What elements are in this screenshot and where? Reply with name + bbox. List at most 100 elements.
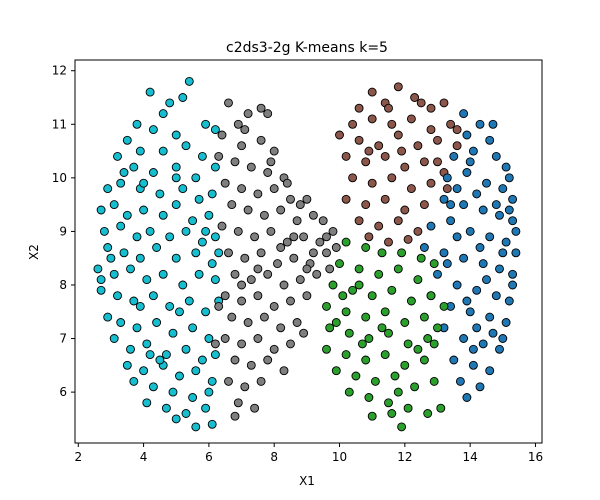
data-point-cluster-4-45 (449, 355, 459, 365)
y-tick-label: 10 (52, 171, 67, 185)
data-point-cluster-2-5 (217, 130, 227, 140)
data-point-cluster-3-45 (433, 157, 442, 167)
data-point-cluster-4-19 (426, 221, 436, 231)
x-tick-label: 10 (332, 450, 347, 464)
data-point-cluster-1-75 (109, 334, 119, 343)
data-point-cluster-1-40 (145, 226, 155, 236)
data-point-cluster-3-3 (410, 93, 420, 102)
data-point-cluster-4-66 (462, 296, 472, 306)
data-point-cluster-4-22 (485, 232, 495, 242)
data-point-cluster-3-48 (416, 98, 426, 108)
data-point-cluster-2-51 (302, 291, 312, 301)
data-point-cluster-5-50 (436, 403, 446, 413)
data-point-cluster-2-63 (246, 360, 256, 370)
data-point-cluster-1-14 (181, 141, 191, 151)
data-point-cluster-1-105 (201, 226, 211, 236)
data-point-cluster-3-36 (400, 205, 410, 215)
data-point-cluster-1-76 (126, 344, 135, 354)
data-point-cluster-5-4 (335, 259, 344, 269)
data-point-cluster-1-46 (119, 248, 129, 258)
data-point-cluster-1-12 (135, 146, 145, 156)
data-point-cluster-2-28 (266, 226, 276, 236)
points-layer (93, 76, 521, 432)
data-point-cluster-1-27 (194, 194, 204, 204)
data-point-cluster-2-30 (299, 232, 309, 242)
data-point-cluster-2-8 (269, 146, 279, 156)
data-point-cluster-1-41 (165, 232, 175, 242)
data-point-cluster-2-21 (259, 210, 269, 220)
data-point-cluster-3-27 (348, 173, 358, 183)
data-point-cluster-2-90 (299, 328, 309, 338)
data-point-cluster-5-11 (348, 285, 358, 295)
data-point-cluster-1-31 (122, 210, 132, 220)
data-point-cluster-1-39 (132, 232, 142, 242)
x-tick-label: 4 (140, 450, 148, 464)
data-point-cluster-1-6 (132, 119, 142, 129)
data-point-cluster-2-85 (276, 243, 286, 252)
data-point-cluster-1-17 (129, 162, 139, 172)
data-point-cluster-2-79 (240, 125, 250, 135)
data-point-cluster-3-2 (393, 82, 403, 92)
data-point-cluster-4-6 (468, 146, 478, 156)
data-point-cluster-3-8 (348, 119, 358, 129)
data-point-cluster-4-7 (491, 151, 501, 161)
data-point-cluster-1-88 (129, 376, 139, 386)
data-point-cluster-1-51 (207, 259, 217, 269)
data-point-cluster-2-16 (253, 189, 263, 199)
data-point-cluster-5-55 (377, 323, 387, 333)
data-point-cluster-2-49 (269, 301, 279, 311)
data-point-cluster-3-15 (354, 135, 364, 145)
data-point-cluster-5-14 (406, 296, 416, 306)
data-point-cluster-1-62 (129, 296, 139, 306)
data-point-cluster-1-71 (152, 318, 162, 327)
data-point-cluster-5-56 (413, 344, 423, 354)
data-point-cluster-1-99 (207, 419, 217, 429)
data-point-cluster-2-53 (243, 318, 253, 327)
data-point-cluster-5-20 (380, 307, 390, 317)
data-point-cluster-5-12 (367, 291, 377, 301)
data-point-cluster-5-33 (380, 350, 390, 360)
plot-frame (74, 59, 543, 444)
data-point-cluster-5-23 (433, 323, 442, 333)
data-point-cluster-4-50 (462, 393, 472, 402)
data-point-cluster-3-42 (364, 232, 374, 242)
data-point-cluster-1-50 (191, 248, 201, 258)
data-point-cluster-5-47 (367, 411, 377, 421)
data-point-cluster-1-54 (126, 264, 135, 274)
data-point-cluster-1-79 (181, 344, 191, 354)
data-point-cluster-4-24 (511, 248, 521, 258)
data-point-cluster-1-96 (201, 403, 211, 413)
data-point-cluster-2-14 (220, 178, 230, 188)
y-tick-label: 11 (52, 117, 67, 131)
data-point-cluster-1-89 (148, 382, 158, 392)
data-point-cluster-2-31 (315, 237, 325, 247)
data-point-cluster-5-18 (341, 307, 351, 317)
data-point-cluster-2-18 (286, 194, 295, 204)
data-point-cluster-5-43 (364, 393, 374, 402)
data-point-cluster-4-39 (485, 312, 495, 322)
data-point-cluster-1-34 (171, 200, 181, 210)
data-point-cluster-1-94 (161, 403, 171, 413)
data-point-cluster-3-20 (452, 141, 462, 151)
data-point-cluster-5-45 (403, 403, 413, 413)
x-tick-label: 12 (397, 450, 412, 464)
data-point-cluster-2-44 (295, 275, 305, 285)
data-point-cluster-4-2 (475, 119, 485, 129)
data-point-cluster-3-29 (387, 173, 397, 183)
data-point-cluster-2-52 (227, 312, 237, 322)
data-point-cluster-2-77 (282, 178, 292, 188)
data-point-cluster-5-28 (403, 339, 413, 349)
data-point-cluster-1-91 (188, 393, 198, 402)
data-point-cluster-3-19 (433, 135, 442, 145)
data-point-cluster-4-55 (452, 232, 462, 242)
data-point-cluster-3-40 (393, 216, 403, 226)
data-point-cluster-1-48 (152, 243, 162, 252)
data-point-cluster-1-3 (165, 98, 175, 108)
data-point-cluster-1-103 (171, 173, 181, 183)
x-tick-label: 2 (74, 450, 82, 464)
data-point-cluster-3-43 (384, 237, 393, 247)
data-point-cluster-2-45 (312, 269, 322, 279)
data-point-cluster-5-41 (429, 376, 439, 386)
data-point-cluster-3-33 (341, 194, 351, 204)
